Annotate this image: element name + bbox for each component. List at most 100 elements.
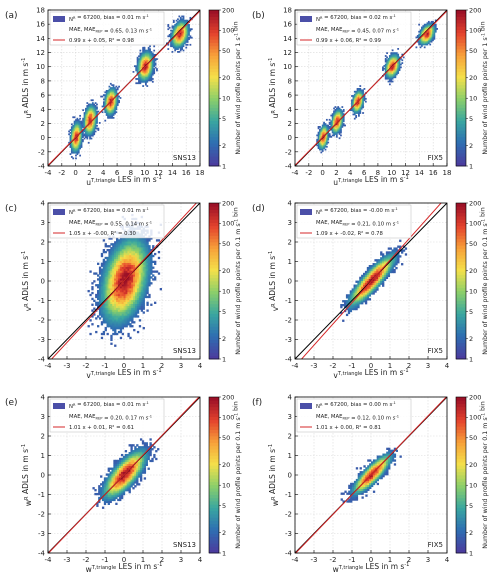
density-bin (338, 137, 341, 140)
density-bin (355, 90, 358, 93)
density-bin (142, 284, 145, 287)
density-bin (135, 288, 138, 291)
density-bin (430, 37, 433, 40)
density-bin (117, 258, 121, 262)
density-bin (351, 105, 353, 107)
density-bin (150, 266, 153, 269)
density-bin (98, 485, 101, 488)
density-bin (127, 278, 130, 281)
density-bin (109, 87, 112, 89)
density-cluster (340, 239, 408, 322)
density-bin (355, 92, 358, 95)
density-bin (117, 305, 121, 308)
density-bin (125, 274, 128, 277)
density-bin (86, 136, 89, 138)
density-bin (114, 319, 117, 322)
density-bin (129, 303, 132, 306)
density-bin (138, 266, 142, 269)
density-bin (111, 88, 114, 91)
density-bin (135, 65, 138, 68)
density-bin (79, 133, 82, 136)
density-bin (168, 26, 171, 29)
density-bin (143, 469, 147, 472)
colorbar-tick-label: 50 (222, 47, 230, 55)
density-bin (124, 489, 128, 492)
density-bin (113, 471, 116, 474)
density-bin (188, 31, 190, 33)
y-tick-label: -3 (285, 336, 292, 344)
density-bin (135, 284, 138, 287)
density-bin (351, 294, 354, 297)
y-tick-label: 10 (36, 63, 45, 71)
density-bin (142, 59, 145, 62)
density-bin (87, 289, 90, 293)
density-bin (133, 250, 136, 254)
density-bin (98, 293, 102, 297)
density-bin (76, 150, 79, 153)
density-bin (400, 63, 402, 66)
density-bin (372, 290, 375, 293)
density-bin (89, 112, 91, 114)
density-bin (351, 102, 353, 104)
density-bin (120, 469, 124, 472)
x-tick-label: 0 (122, 362, 126, 370)
density-bin (116, 315, 119, 318)
colorbar-tick-label: 10 (222, 288, 230, 296)
density-bin (130, 483, 133, 486)
density-bin (110, 301, 113, 304)
density-bin (364, 270, 368, 274)
density-bin (109, 485, 112, 488)
y-axis-label: uR ADLS in m s-1 (21, 58, 33, 119)
density-bin (76, 139, 79, 141)
density-bin (386, 73, 388, 76)
density-bin (79, 141, 82, 144)
density-bin (425, 33, 427, 36)
colorbar-segment (209, 258, 219, 262)
density-bin (388, 72, 391, 74)
density-bin (140, 266, 144, 269)
density-bin (170, 41, 172, 43)
density-bin (150, 72, 153, 75)
density-bin (105, 473, 109, 476)
density-bin (75, 150, 77, 153)
density-bin (391, 251, 394, 254)
density-bin (117, 280, 121, 283)
density-bin (135, 309, 138, 312)
colorbar-segment (209, 349, 219, 353)
density-bin (86, 120, 89, 123)
density-bin (77, 139, 80, 141)
density-bin (117, 282, 121, 285)
density-bin (135, 264, 138, 267)
density-bin (132, 461, 135, 465)
density-bin (330, 124, 333, 127)
density-bin (324, 126, 327, 128)
density-bin (132, 450, 135, 453)
density-bin (325, 126, 328, 128)
density-bin (102, 313, 106, 316)
density-bin (110, 258, 113, 262)
density-bin (129, 286, 132, 289)
density-bin (146, 78, 149, 80)
density-bin (320, 127, 323, 130)
density-bin (338, 108, 341, 111)
density-bin (129, 250, 132, 254)
density-bin (366, 288, 370, 291)
density-bin (87, 120, 90, 123)
density-bin (100, 254, 104, 258)
colorbar-segment (456, 62, 466, 66)
label-superscript: -1 (148, 220, 152, 224)
density-bin (136, 247, 140, 250)
density-bin (387, 66, 390, 69)
density-bin (131, 258, 134, 262)
density-bin (397, 253, 400, 256)
density-bin (115, 485, 118, 488)
density-bin (323, 147, 325, 150)
density-bin (73, 127, 76, 130)
density-bin (98, 284, 102, 287)
density-bin (136, 444, 139, 447)
density-bin (117, 288, 121, 291)
density-bin (147, 457, 150, 461)
density-bin (136, 82, 139, 85)
density-bin (146, 284, 149, 287)
density-bin (139, 461, 143, 465)
